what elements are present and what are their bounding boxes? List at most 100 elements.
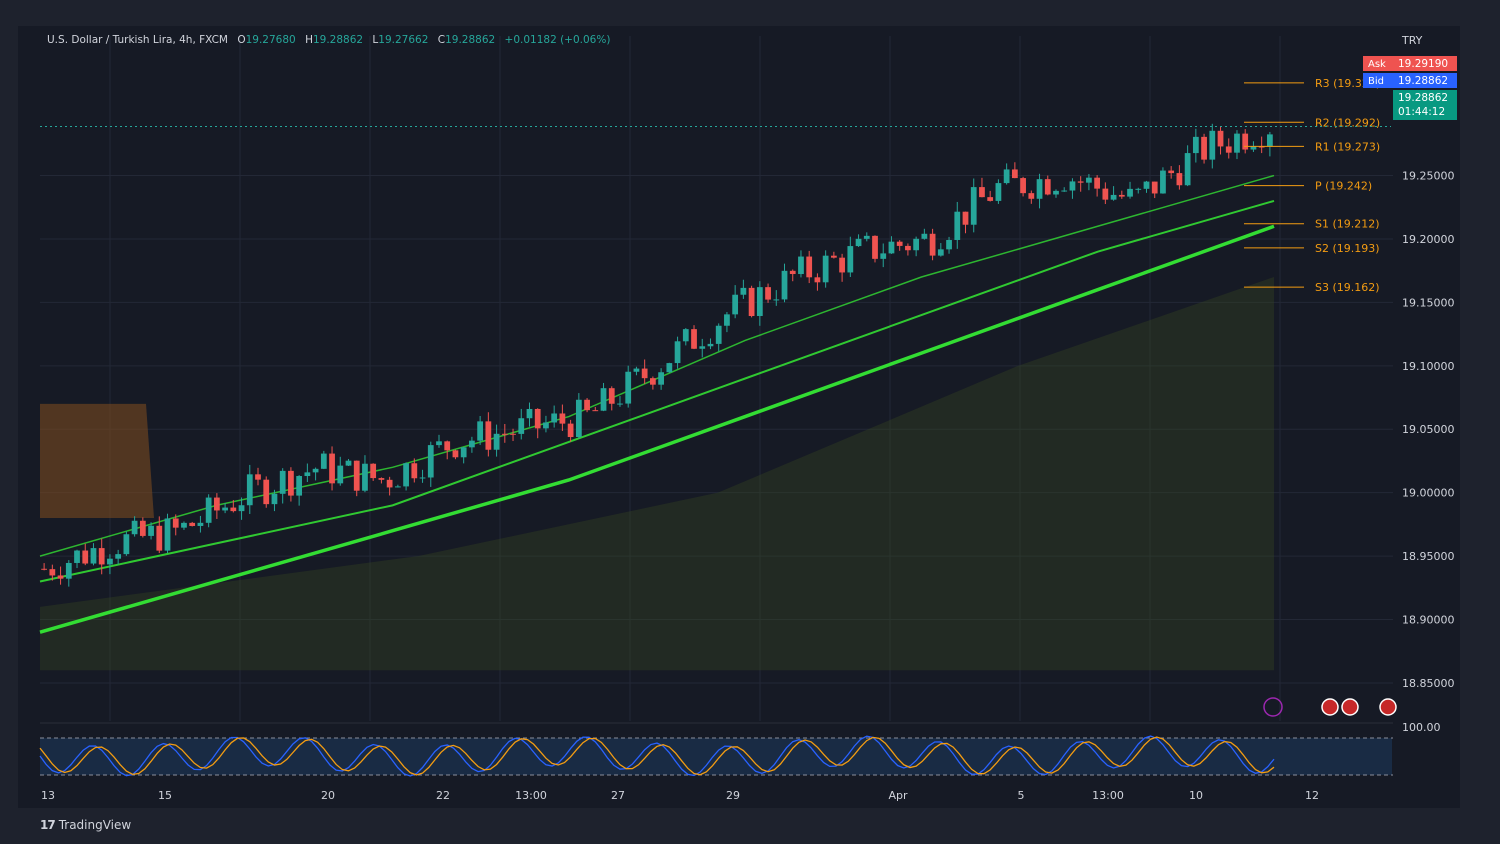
candle-body — [139, 520, 146, 536]
candle-body — [592, 410, 599, 412]
candle-body — [600, 388, 607, 411]
candle-body — [320, 453, 327, 469]
candle-body — [937, 249, 944, 256]
candle-body — [921, 233, 928, 239]
candle-body — [427, 445, 434, 478]
candle-body — [699, 346, 706, 349]
tradingview-logo[interactable]: 17 TradingView — [40, 818, 131, 832]
candle-body — [575, 399, 582, 438]
candle-body — [304, 472, 311, 477]
candle-body — [872, 235, 878, 259]
candle-body — [559, 413, 566, 424]
pivot-label: S2 (19.193) — [1315, 242, 1380, 255]
candle-body — [732, 294, 739, 315]
candle-body — [650, 378, 656, 385]
candle-body — [181, 522, 187, 528]
candle-body — [518, 418, 525, 434]
candle-body — [469, 440, 475, 448]
candle-body — [213, 497, 220, 511]
candle-body — [1036, 179, 1043, 199]
candle-body — [608, 388, 615, 404]
candle-body — [1028, 193, 1035, 199]
candle-body — [987, 197, 994, 201]
bid-label: Bid — [1368, 76, 1384, 87]
candle-body — [1044, 179, 1051, 195]
candle-body — [1151, 181, 1158, 194]
x-tick-label: 20 — [321, 789, 335, 802]
candle-body — [551, 413, 558, 423]
moving-average-line — [39, 199, 1275, 583]
candle-body — [625, 371, 632, 404]
candle-body — [946, 239, 952, 250]
candle-body — [255, 474, 261, 480]
candle-body — [781, 270, 788, 300]
candle-body — [370, 463, 377, 479]
oscillator-band — [40, 738, 1392, 775]
candle-body — [765, 287, 771, 300]
last-price-value: 19.28862 — [1398, 92, 1448, 104]
open-value: 19.27680 — [245, 34, 296, 46]
candle-body — [715, 325, 722, 344]
candle-body — [98, 548, 105, 565]
price-chart[interactable]: 19.25000 19.20000 19.15000 19.10000 19.05000… — [18, 26, 1460, 808]
candle-body — [1234, 133, 1240, 153]
candle-body — [534, 408, 541, 429]
oscillator-d-line — [39, 736, 1275, 776]
candle-body — [979, 187, 985, 198]
candle-body — [271, 493, 278, 505]
candle-body — [1127, 188, 1133, 197]
candle-body — [822, 255, 829, 283]
candle-body — [847, 246, 854, 273]
candle-body — [666, 363, 673, 373]
candle-body — [510, 433, 516, 435]
last-price-badge — [1393, 90, 1457, 120]
candle-body — [658, 372, 664, 385]
candle-body — [995, 183, 1002, 201]
candle-body — [674, 341, 681, 364]
pivot-label: S3 (19.162) — [1315, 281, 1380, 294]
candle-body — [724, 314, 730, 326]
candle-body — [830, 255, 837, 258]
us-flag-event-icon — [1321, 698, 1339, 716]
candle-body — [633, 368, 640, 372]
y-tick-label: 19.25000 — [1402, 170, 1455, 183]
symbol-title: U.S. Dollar / Turkish Lira, 4h, FXCM — [47, 34, 228, 46]
y-tick-label: 19.15000 — [1402, 296, 1455, 309]
candle-body — [913, 238, 920, 251]
candle-body — [337, 465, 344, 484]
ask-label-bg — [1363, 56, 1393, 71]
candle-body — [1118, 194, 1125, 197]
candle-body — [172, 518, 179, 528]
candle-body — [1201, 136, 1207, 160]
candle-body — [230, 507, 237, 512]
candle-body — [107, 558, 113, 565]
candle-body — [90, 548, 97, 564]
candle-body — [1217, 130, 1224, 147]
candle-body — [756, 287, 763, 317]
candle-body — [1110, 194, 1117, 200]
candle-body — [345, 460, 352, 466]
candle-body — [1061, 190, 1068, 192]
moving-average-line — [39, 174, 1275, 557]
candle-body — [855, 238, 862, 247]
ask-label: Ask — [1368, 59, 1386, 70]
candle-body — [1094, 177, 1101, 189]
candle-body — [148, 525, 154, 536]
candle-body — [246, 474, 253, 506]
ask-value: 19.29190 — [1398, 58, 1448, 70]
symbol-header: U.S. Dollar / Turkish Lira, 4h, FXCM O19… — [47, 34, 610, 46]
moving-average-line — [39, 224, 1275, 634]
candle-body — [493, 433, 500, 450]
chart-frame: 19.25000 19.20000 19.15000 19.10000 19.05000… — [18, 26, 1460, 808]
pivot-label: P (19.242) — [1315, 180, 1372, 193]
supply-zone — [40, 403, 154, 519]
y-tick-label: 19.05000 — [1402, 423, 1455, 436]
brand-name: TradingView — [58, 818, 132, 832]
candle-body — [1135, 188, 1142, 190]
tv-logo-icon: 17 — [40, 818, 56, 832]
candle-body — [543, 422, 549, 429]
candle-body — [164, 518, 171, 551]
countdown-value: 01:44:12 — [1398, 106, 1445, 118]
candle-body — [353, 460, 360, 491]
y-tick-label: 18.90000 — [1402, 614, 1455, 627]
